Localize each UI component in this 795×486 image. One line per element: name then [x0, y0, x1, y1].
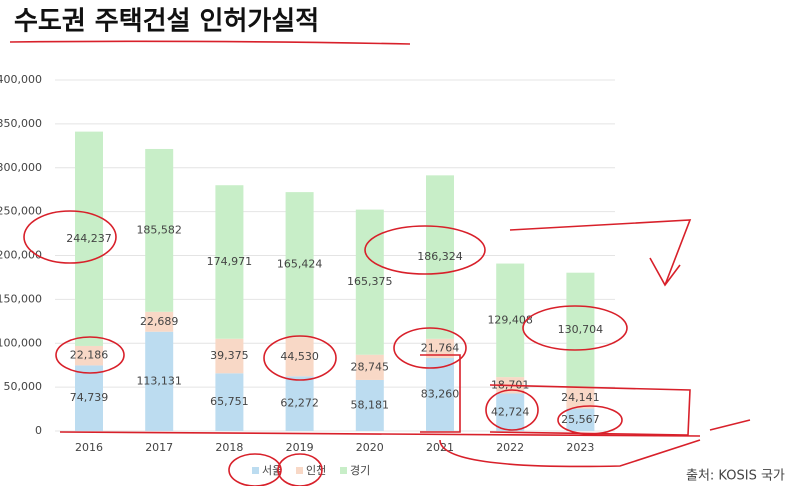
- legend-label: 인천: [306, 463, 326, 477]
- value-label: 22,689: [140, 315, 179, 328]
- annotation-circle: [485, 389, 539, 431]
- annotation-box: [489, 384, 691, 436]
- value-label: 22,186: [70, 349, 109, 362]
- bar-segment: [145, 311, 174, 332]
- value-label: 42,724: [491, 405, 530, 418]
- x-tick-label: 2019: [286, 441, 314, 454]
- annotation-circle: [23, 210, 117, 264]
- value-label: 62,272: [280, 397, 319, 410]
- bar-segment: [496, 393, 525, 431]
- bar-segment: [566, 272, 595, 388]
- bar-segment: [215, 338, 244, 374]
- title-underline: [9, 40, 411, 45]
- bar-segment: [75, 131, 103, 346]
- bar-segment: [355, 354, 384, 380]
- chart-title: 수도권 주택건설 인허가실적: [14, 7, 319, 37]
- x-tick-label: 2017: [145, 441, 173, 454]
- value-label: 83,260: [421, 387, 460, 400]
- bar-segment: [215, 373, 244, 431]
- bar-segment: [215, 185, 244, 339]
- x-tick-label: 2018: [215, 441, 243, 454]
- x-tick-label: 2022: [496, 441, 524, 454]
- legend-swatch: [252, 467, 259, 474]
- y-tick-label: 350,000: [0, 117, 42, 130]
- legend-swatch: [296, 467, 303, 474]
- bar-segment: [285, 337, 314, 377]
- bar-segment: [566, 387, 595, 409]
- bar-segment: [426, 175, 454, 339]
- value-label: 186,324: [417, 250, 463, 263]
- bar-segment: [426, 357, 454, 431]
- value-label: 113,131: [136, 374, 182, 387]
- y-tick-label: 50,000: [4, 380, 43, 393]
- annotation-circle: [263, 335, 337, 381]
- value-label: 44,530: [280, 350, 319, 363]
- bar-segment: [566, 408, 595, 431]
- value-label: 185,582: [136, 223, 182, 236]
- value-label: 24,141: [561, 391, 600, 404]
- annotation-circle: [228, 453, 282, 486]
- annotation-circle: [522, 305, 628, 351]
- value-label: 244,237: [66, 232, 112, 245]
- source-note: 출처: KOSIS 국가: [686, 469, 785, 484]
- y-tick-label: 400,000: [0, 73, 42, 86]
- value-label: 130,704: [558, 323, 604, 336]
- bar-segment: [145, 331, 174, 431]
- bar-segment: [355, 379, 384, 431]
- annotation-circle: [277, 453, 323, 486]
- value-label: 165,424: [277, 258, 323, 271]
- value-label: 21,764: [421, 341, 460, 354]
- annotation-circle: [364, 225, 486, 275]
- bar-segment: [75, 365, 103, 431]
- bar-segment: [285, 192, 314, 338]
- x-tick-label: 2023: [566, 441, 594, 454]
- legend-label: 서울: [262, 464, 282, 477]
- value-label: 39,375: [210, 349, 249, 362]
- annotation-circle: [55, 336, 125, 374]
- y-tick-label: 100,000: [0, 336, 42, 349]
- legend-label: 경기: [350, 464, 370, 477]
- y-tick-label: 0: [35, 424, 42, 437]
- annotation-arrow: [509, 219, 692, 287]
- y-tick-label: 300,000: [0, 161, 42, 174]
- value-label: 129,408: [487, 313, 533, 326]
- bar-segment: [496, 263, 525, 378]
- bar-segment: [285, 376, 314, 431]
- value-label: 28,745: [351, 360, 390, 373]
- x-tick-label: 2016: [75, 441, 103, 454]
- value-label: 58,181: [351, 398, 390, 411]
- value-label: 65,751: [210, 395, 249, 408]
- value-label: 165,375: [347, 275, 393, 288]
- annotations: [23, 210, 751, 486]
- annotation-box: [420, 354, 461, 433]
- value-label: 74,739: [70, 391, 109, 404]
- bar-segment: [426, 338, 454, 358]
- annotation-line: [59, 419, 751, 468]
- bar-segment: [75, 345, 103, 366]
- annotation-circle: [393, 327, 467, 369]
- bar-segment: [145, 148, 174, 312]
- value-label: 25,567: [561, 413, 600, 426]
- y-tick-label: 150,000: [0, 292, 42, 305]
- x-tick-label: 2020: [356, 441, 384, 454]
- value-label: 174,971: [207, 255, 253, 268]
- legend-swatch: [340, 467, 347, 474]
- y-tick-label: 250,000: [0, 205, 42, 218]
